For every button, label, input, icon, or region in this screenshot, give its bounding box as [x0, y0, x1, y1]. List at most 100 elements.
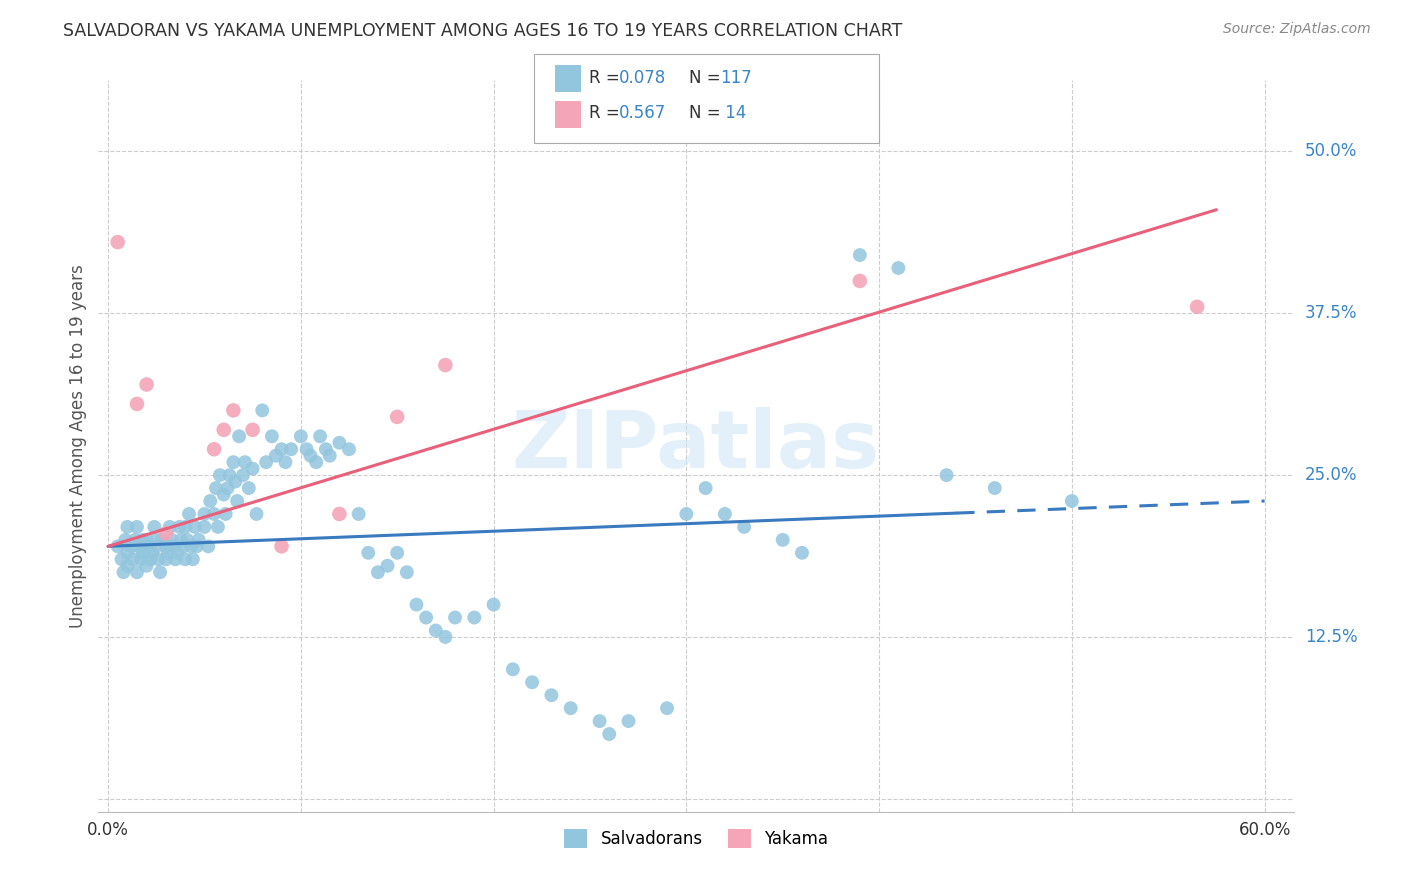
Point: [264, 449, 287, 463]
Point: [117, 558, 139, 573]
Text: 12.5%: 12.5%: [1305, 628, 1357, 646]
Point: [270, 442, 292, 457]
Point: [218, 468, 240, 483]
Point: [714, 507, 737, 521]
Point: [128, 539, 150, 553]
Point: [208, 468, 231, 483]
Point: [187, 533, 209, 547]
Point: [172, 539, 194, 553]
Point: [138, 539, 160, 553]
Point: [135, 533, 157, 547]
Point: [434, 630, 457, 644]
Point: [305, 455, 328, 469]
Point: [887, 260, 910, 275]
Point: [233, 455, 256, 469]
Point: [132, 546, 155, 560]
Point: [155, 552, 177, 566]
Point: [197, 539, 219, 553]
Point: [274, 455, 297, 469]
Point: [222, 455, 245, 469]
Point: [405, 598, 427, 612]
Point: [385, 409, 409, 424]
Point: [309, 429, 332, 443]
Point: [242, 461, 264, 475]
Point: [434, 358, 457, 372]
Point: [733, 520, 755, 534]
Point: [260, 429, 283, 443]
Point: [114, 533, 136, 547]
Point: [107, 539, 129, 553]
Point: [193, 520, 215, 534]
Point: [160, 533, 183, 547]
Point: [385, 546, 409, 560]
Point: [232, 468, 254, 483]
Text: N =: N =: [689, 69, 725, 87]
Point: [186, 539, 208, 553]
Point: [252, 403, 274, 417]
Text: ZIPatlas: ZIPatlas: [512, 407, 880, 485]
Point: [159, 520, 181, 534]
Point: [107, 235, 129, 249]
Point: [193, 507, 215, 521]
Point: [238, 481, 260, 495]
Point: [155, 539, 177, 553]
Point: [695, 481, 717, 495]
Point: [347, 507, 370, 521]
Point: [125, 397, 148, 411]
Point: [425, 624, 447, 638]
Point: [117, 546, 139, 560]
Point: [205, 481, 228, 495]
Point: [1185, 300, 1208, 314]
Text: 50.0%: 50.0%: [1305, 143, 1357, 161]
Text: 25.0%: 25.0%: [1305, 467, 1357, 484]
Point: [125, 520, 148, 534]
Point: [124, 533, 146, 547]
Point: [120, 539, 142, 553]
Point: [202, 507, 225, 521]
Point: [174, 552, 197, 566]
Point: [212, 423, 235, 437]
Point: [129, 552, 152, 566]
Point: [200, 494, 222, 508]
Point: [984, 481, 1007, 495]
Point: [184, 520, 207, 534]
Point: [328, 435, 350, 450]
Point: [675, 507, 697, 521]
Point: [415, 610, 437, 624]
Point: [377, 558, 399, 573]
Point: [280, 442, 302, 457]
Point: [772, 533, 794, 547]
Point: [299, 449, 322, 463]
Point: [217, 481, 239, 495]
Point: [143, 520, 166, 534]
Point: [150, 533, 173, 547]
Point: [110, 552, 132, 566]
Point: [357, 546, 380, 560]
Point: [181, 552, 204, 566]
Point: [224, 475, 246, 489]
Point: [482, 598, 505, 612]
Point: [141, 546, 163, 560]
Point: [655, 701, 678, 715]
Point: [367, 566, 389, 580]
Point: [122, 552, 145, 566]
Point: [214, 507, 236, 521]
Point: [169, 520, 191, 534]
Point: [117, 520, 139, 534]
Point: [540, 688, 562, 702]
Point: [176, 533, 198, 547]
Point: [180, 539, 202, 553]
Point: [254, 455, 277, 469]
Point: [315, 442, 337, 457]
Point: [132, 533, 155, 547]
Point: [242, 423, 264, 437]
Point: [112, 566, 135, 580]
Point: [319, 449, 342, 463]
Point: [135, 377, 157, 392]
Point: [139, 552, 162, 566]
Point: [135, 558, 157, 573]
Point: [148, 552, 170, 566]
Text: N =: N =: [689, 104, 725, 122]
Point: [617, 714, 640, 728]
Point: [328, 507, 350, 521]
